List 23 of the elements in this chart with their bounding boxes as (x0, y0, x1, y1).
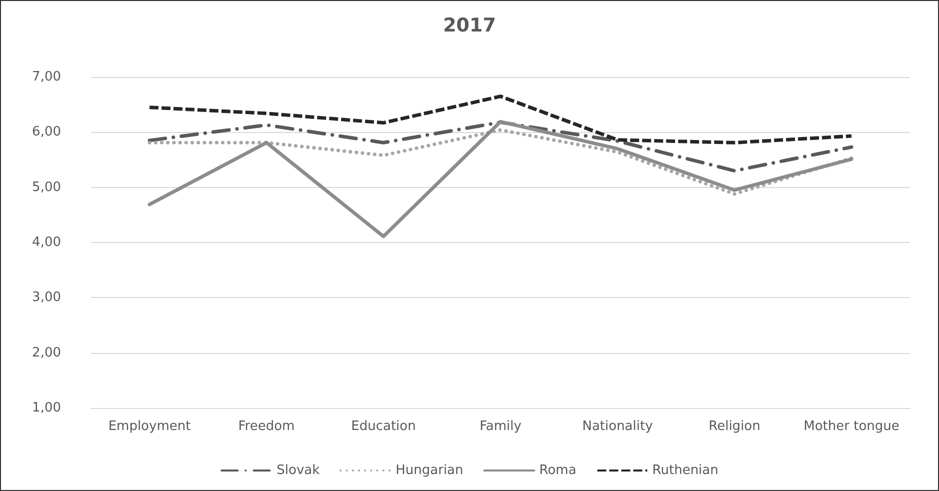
line-series (148, 94, 854, 144)
x-tick-label: Employment (108, 419, 191, 434)
x-tick-label: Religion (708, 419, 760, 434)
y-tick-label: 5,00 (32, 180, 61, 195)
x-tick-label: Nationality (582, 419, 654, 434)
legend-label: Roma (539, 463, 576, 478)
line-series (148, 128, 854, 196)
line-series (148, 120, 854, 173)
x-tick-label: Mother tongue (804, 419, 900, 434)
legend-label: Ruthenian (652, 463, 718, 478)
legend-label: Slovak (276, 463, 320, 478)
y-tick-label: 7,00 (32, 70, 61, 84)
line-series (148, 120, 854, 238)
legend-label: Hungarian (396, 463, 464, 478)
chart-title: 2017 (443, 14, 496, 36)
y-tick-label: 1,00 (32, 400, 61, 416)
x-tick-label: Family (480, 419, 522, 434)
y-tick-label: 6,00 (32, 124, 61, 140)
y-tick-label: 3,00 (32, 290, 61, 306)
x-tick-label: Education (351, 419, 416, 434)
x-tick-label: Freedom (238, 419, 295, 434)
y-tick-label: 2,00 (32, 345, 61, 360)
y-tick-label: 4,00 (32, 235, 61, 250)
